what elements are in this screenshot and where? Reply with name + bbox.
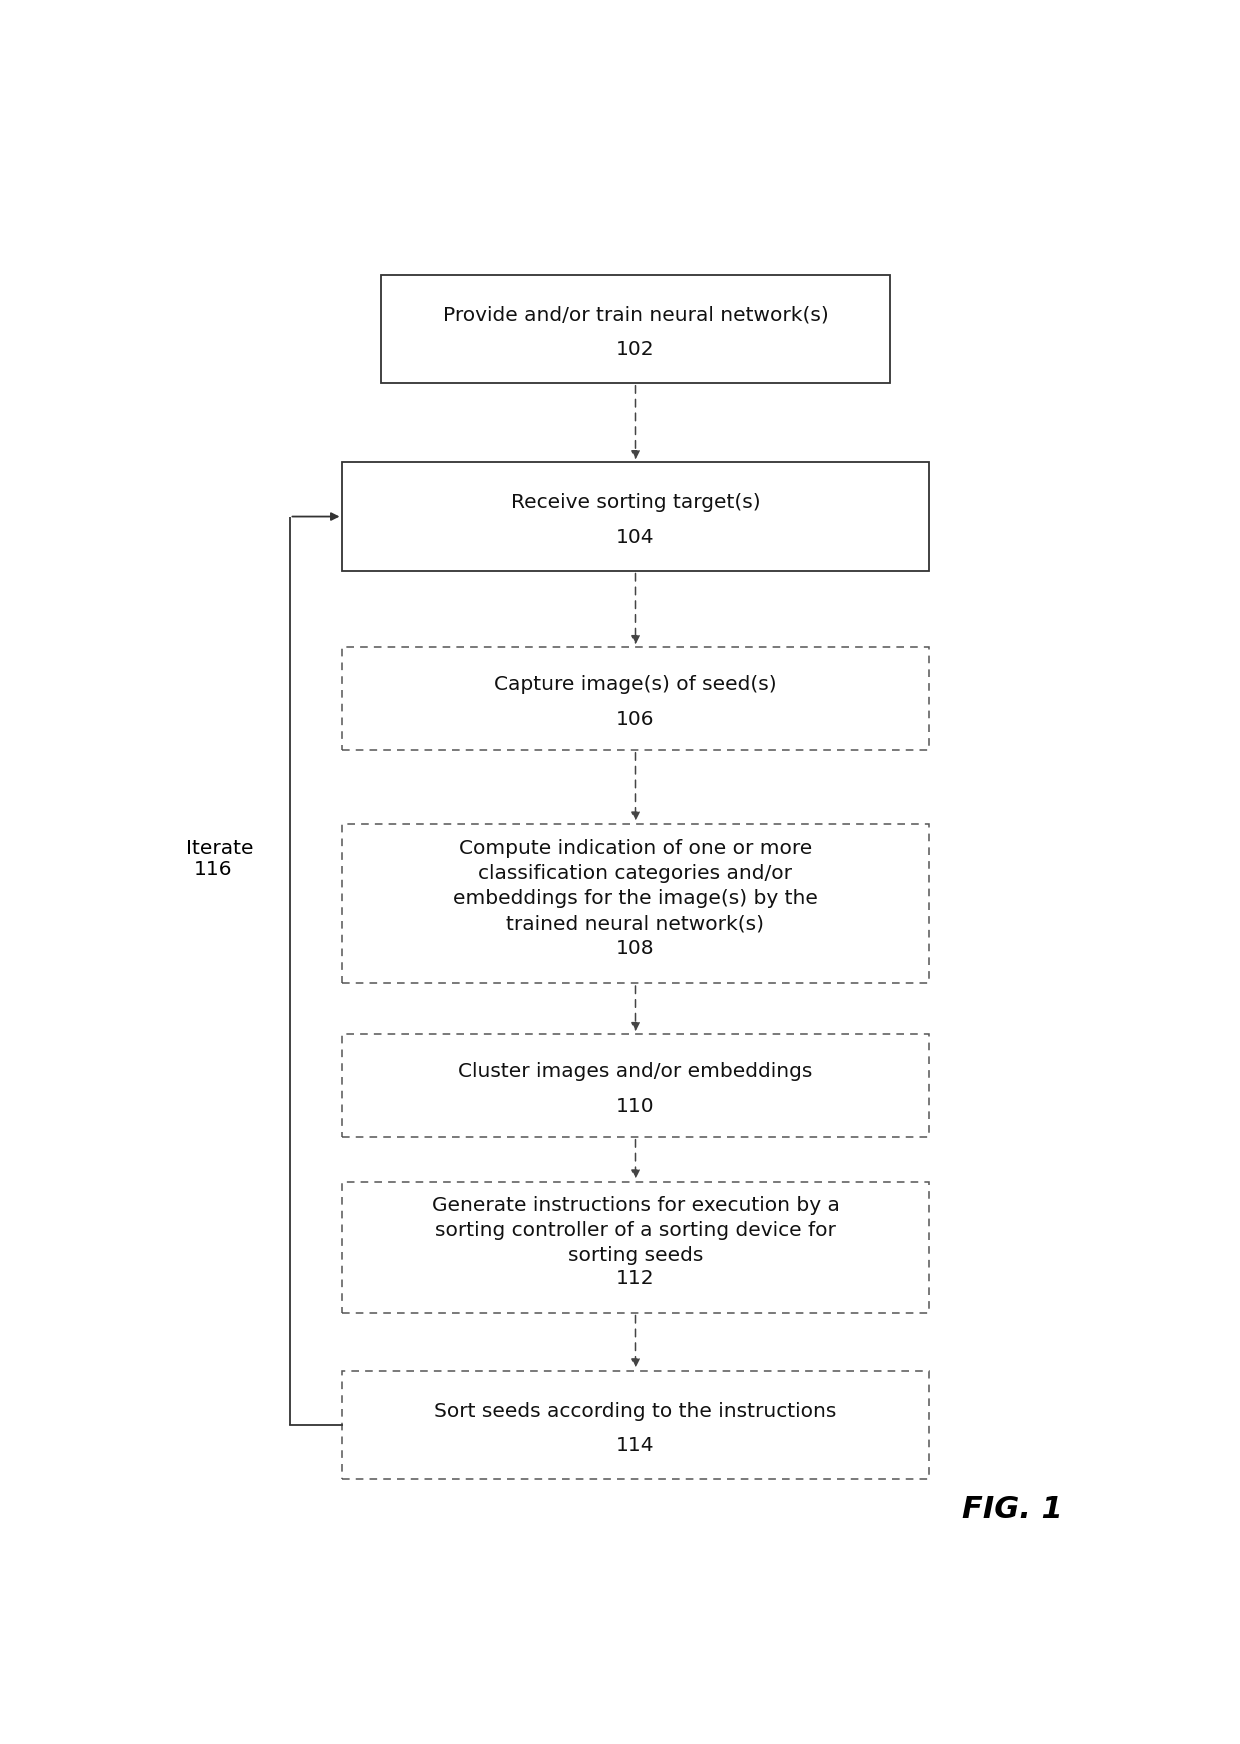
Text: Sort seeds according to the instructions: Sort seeds according to the instructions: [434, 1402, 837, 1421]
Text: 102: 102: [616, 340, 655, 359]
Text: Compute indication of one or more
classification categories and/or
embeddings fo: Compute indication of one or more classi…: [453, 839, 818, 933]
Text: Cluster images and/or embeddings: Cluster images and/or embeddings: [459, 1062, 812, 1081]
Text: FIG. 1: FIG. 1: [962, 1495, 1063, 1524]
Text: Generate instructions for execution by a
sorting controller of a sorting device : Generate instructions for execution by a…: [432, 1196, 839, 1264]
Text: 110: 110: [616, 1097, 655, 1116]
Text: Iterate: Iterate: [186, 839, 253, 858]
FancyBboxPatch shape: [342, 1371, 929, 1479]
FancyBboxPatch shape: [342, 647, 929, 750]
Text: 106: 106: [616, 710, 655, 729]
Text: Capture image(s) of seed(s): Capture image(s) of seed(s): [495, 675, 776, 694]
FancyBboxPatch shape: [342, 1182, 929, 1313]
FancyBboxPatch shape: [342, 823, 929, 984]
Text: 108: 108: [616, 938, 655, 957]
FancyBboxPatch shape: [381, 276, 890, 384]
Text: Provide and/or train neural network(s): Provide and/or train neural network(s): [443, 305, 828, 324]
FancyBboxPatch shape: [342, 462, 929, 570]
Text: 116: 116: [193, 860, 232, 879]
Text: 112: 112: [616, 1268, 655, 1287]
FancyBboxPatch shape: [342, 1034, 929, 1137]
Text: 114: 114: [616, 1435, 655, 1454]
Text: 104: 104: [616, 527, 655, 546]
Text: Receive sorting target(s): Receive sorting target(s): [511, 494, 760, 513]
